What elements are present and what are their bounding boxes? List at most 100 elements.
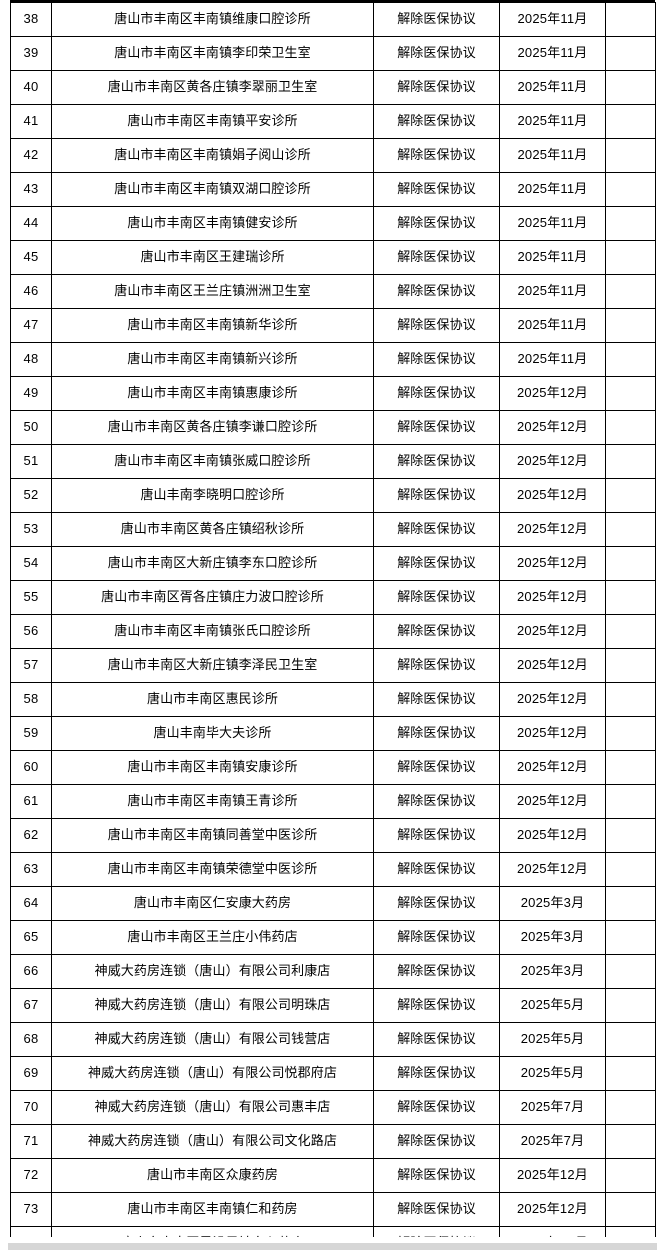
institution-name-cell: 唐山市丰南区丰南镇平安诊所 bbox=[51, 104, 374, 139]
table-row: 60 唐山市丰南区丰南镇安康诊所 解除医保协议 2025年12月 bbox=[10, 750, 656, 785]
handling-date-cell: 2025年7月 bbox=[499, 1090, 606, 1125]
row-index-cell: 41 bbox=[10, 104, 52, 139]
handling-type-cell: 解除医保协议 bbox=[373, 1158, 500, 1193]
institution-name-cell: 唐山市丰南区丰南镇健安诊所 bbox=[51, 206, 374, 241]
handling-date-cell: 2025年12月 bbox=[499, 546, 606, 581]
handling-date-cell: 2025年12月 bbox=[499, 1158, 606, 1193]
table-row: 49 唐山市丰南区丰南镇惠康诊所 解除医保协议 2025年12月 bbox=[10, 376, 656, 411]
remark-cell bbox=[605, 784, 656, 819]
handling-type-cell: 解除医保协议 bbox=[373, 104, 500, 139]
remark-cell bbox=[605, 988, 656, 1023]
table-row: 59 唐山丰南毕大夫诊所 解除医保协议 2025年12月 bbox=[10, 716, 656, 751]
institution-name-cell: 唐山市丰南区丰南镇新兴诊所 bbox=[51, 342, 374, 377]
handling-date-cell: 2025年12月 bbox=[499, 784, 606, 819]
remark-cell bbox=[605, 614, 656, 649]
handling-date-cell: 2025年11月 bbox=[499, 240, 606, 275]
handling-type-cell: 解除医保协议 bbox=[373, 240, 500, 275]
remark-cell bbox=[605, 206, 656, 241]
table-row: 45 唐山市丰南区王建瑞诊所 解除医保协议 2025年11月 bbox=[10, 240, 656, 275]
remark-cell bbox=[605, 308, 656, 343]
handling-date-cell: 2025年12月 bbox=[499, 512, 606, 547]
institution-name-cell: 神威大药房连锁（唐山）有限公司文化路店 bbox=[51, 1124, 374, 1159]
remark-cell bbox=[605, 138, 656, 173]
row-index-cell: 54 bbox=[10, 546, 52, 581]
handling-date-cell: 2025年11月 bbox=[499, 206, 606, 241]
institution-name-cell: 唐山市丰南区丰南镇维康口腔诊所 bbox=[51, 2, 374, 37]
handling-type-cell: 解除医保协议 bbox=[373, 682, 500, 717]
handling-date-cell: 2025年11月 bbox=[499, 104, 606, 139]
handling-type-cell: 解除医保协议 bbox=[373, 750, 500, 785]
table-row: 48 唐山市丰南区丰南镇新兴诊所 解除医保协议 2025年11月 bbox=[10, 342, 656, 377]
handling-date-cell: 2025年12月 bbox=[499, 614, 606, 649]
handling-type-cell: 解除医保协议 bbox=[373, 70, 500, 105]
remark-cell bbox=[605, 342, 656, 377]
remark-cell bbox=[605, 546, 656, 581]
handling-date-cell: 2025年3月 bbox=[499, 920, 606, 955]
row-index-cell: 44 bbox=[10, 206, 52, 241]
handling-date-cell: 2025年3月 bbox=[499, 886, 606, 921]
row-index-cell: 58 bbox=[10, 682, 52, 717]
row-index-cell: 42 bbox=[10, 138, 52, 173]
remark-cell bbox=[605, 920, 656, 955]
institution-name-cell: 唐山市丰南区王建瑞诊所 bbox=[51, 240, 374, 275]
table-row: 43 唐山市丰南区丰南镇双湖口腔诊所 解除医保协议 2025年11月 bbox=[10, 172, 656, 207]
handling-type-cell: 解除医保协议 bbox=[373, 988, 500, 1023]
row-index-cell: 49 bbox=[10, 376, 52, 411]
remark-cell bbox=[605, 818, 656, 853]
handling-date-cell: 2025年11月 bbox=[499, 138, 606, 173]
row-index-cell: 61 bbox=[10, 784, 52, 819]
institution-name-cell: 唐山市丰南区众康药房 bbox=[51, 1158, 374, 1193]
table-row: 51 唐山市丰南区丰南镇张威口腔诊所 解除医保协议 2025年12月 bbox=[10, 444, 656, 479]
row-index-cell: 66 bbox=[10, 954, 52, 989]
handling-date-cell: 2025年11月 bbox=[499, 308, 606, 343]
handling-type-cell: 解除医保协议 bbox=[373, 512, 500, 547]
table-row: 65 唐山市丰南区王兰庄小伟药店 解除医保协议 2025年3月 bbox=[10, 920, 656, 955]
row-index-cell: 60 bbox=[10, 750, 52, 785]
institution-name-cell: 唐山丰南毕大夫诊所 bbox=[51, 716, 374, 751]
remark-cell bbox=[605, 682, 656, 717]
handling-type-cell: 解除医保协议 bbox=[373, 784, 500, 819]
row-index-cell: 56 bbox=[10, 614, 52, 649]
row-index-cell: 71 bbox=[10, 1124, 52, 1159]
institution-name-cell: 唐山市丰南区王兰庄小伟药店 bbox=[51, 920, 374, 955]
table-row: 39 唐山市丰南区丰南镇李印荣卫生室 解除医保协议 2025年11月 bbox=[10, 36, 656, 71]
institution-name-cell: 唐山市丰南区黄各庄镇李翠丽卫生室 bbox=[51, 70, 374, 105]
table-body: 38 唐山市丰南区丰南镇维康口腔诊所 解除医保协议 2025年11月 39 唐山市丰南区丰… bbox=[10, 2, 656, 1259]
handling-date-cell: 2025年7月 bbox=[499, 1124, 606, 1159]
table-row: 64 唐山市丰南区仁安康大药房 解除医保协议 2025年3月 bbox=[10, 886, 656, 921]
table-row: 41 唐山市丰南区丰南镇平安诊所 解除医保协议 2025年11月 bbox=[10, 104, 656, 139]
row-index-cell: 55 bbox=[10, 580, 52, 615]
institution-name-cell: 唐山市丰南区丰南镇张威口腔诊所 bbox=[51, 444, 374, 479]
handling-type-cell: 解除医保协议 bbox=[373, 1124, 500, 1159]
remark-cell bbox=[605, 750, 656, 785]
remark-cell bbox=[605, 852, 656, 887]
agreement-table: 38 唐山市丰南区丰南镇维康口腔诊所 解除医保协议 2025年11月 39 唐山市丰南区丰… bbox=[10, 2, 656, 1259]
remark-cell bbox=[605, 1192, 656, 1227]
remark-cell bbox=[605, 104, 656, 139]
institution-name-cell: 唐山市丰南区大新庄镇李泽民卫生室 bbox=[51, 648, 374, 683]
row-index-cell: 68 bbox=[10, 1022, 52, 1057]
row-index-cell: 57 bbox=[10, 648, 52, 683]
handling-type-cell: 解除医保协议 bbox=[373, 954, 500, 989]
handling-type-cell: 解除医保协议 bbox=[373, 1192, 500, 1227]
remark-cell bbox=[605, 512, 656, 547]
remark-cell bbox=[605, 410, 656, 445]
handling-date-cell: 2025年12月 bbox=[499, 580, 606, 615]
institution-name-cell: 唐山市丰南区丰南镇娟子阅山诊所 bbox=[51, 138, 374, 173]
remark-cell bbox=[605, 1022, 656, 1057]
table-row: 50 唐山市丰南区黄各庄镇李谦口腔诊所 解除医保协议 2025年12月 bbox=[10, 410, 656, 445]
row-index-cell: 73 bbox=[10, 1192, 52, 1227]
institution-name-cell: 唐山丰南李晓明口腔诊所 bbox=[51, 478, 374, 513]
handling-date-cell: 2025年12月 bbox=[499, 852, 606, 887]
handling-type-cell: 解除医保协议 bbox=[373, 546, 500, 581]
handling-type-cell: 解除医保协议 bbox=[373, 172, 500, 207]
table-row: 69 神威大药房连锁（唐山）有限公司悦郡府店 解除医保协议 2025年5月 bbox=[10, 1056, 656, 1091]
table-row: 66 神威大药房连锁（唐山）有限公司利康店 解除医保协议 2025年3月 bbox=[10, 954, 656, 989]
row-index-cell: 59 bbox=[10, 716, 52, 751]
handling-type-cell: 解除医保协议 bbox=[373, 274, 500, 309]
handling-type-cell: 解除医保协议 bbox=[373, 614, 500, 649]
handling-date-cell: 2025年12月 bbox=[499, 1192, 606, 1227]
table-row: 42 唐山市丰南区丰南镇娟子阅山诊所 解除医保协议 2025年11月 bbox=[10, 138, 656, 173]
handling-date-cell: 2025年11月 bbox=[499, 274, 606, 309]
